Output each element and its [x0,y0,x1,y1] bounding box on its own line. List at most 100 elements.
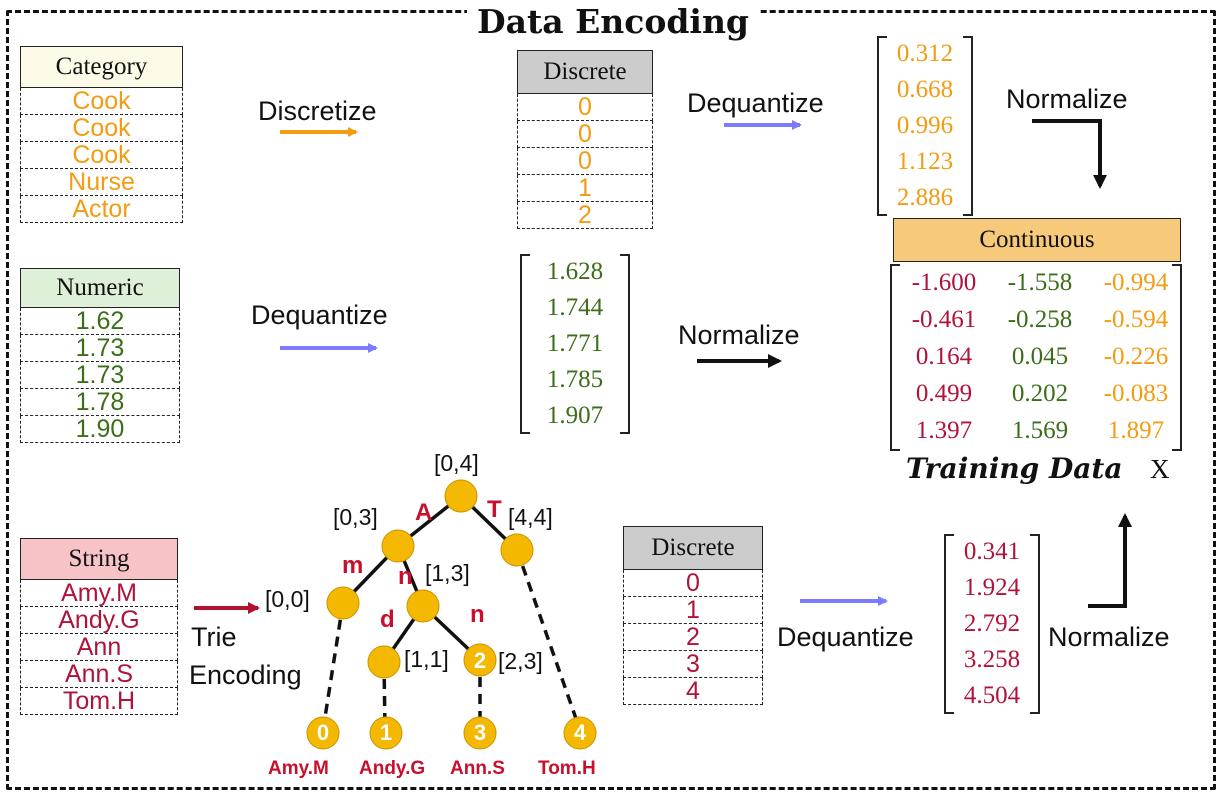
trie-node [381,529,415,563]
category-cell: Nurse [20,168,183,196]
normalize-mid-label: Normalize [678,320,800,350]
discrete-bottom-header: Discrete [623,526,763,570]
continuous-matrix: -1.600 -1.558 -0.994 -0.461 -0.258 -0.59… [890,264,1184,451]
string-cell: Andy.G [20,606,178,634]
diagram-title: Data Encoding [0,2,1226,41]
matrix-bracket-right [1172,264,1182,451]
trie-leaf-number: 4 [573,720,587,745]
vector-value: 0.996 [896,112,954,139]
normalize-bottom-arrow [1088,513,1132,608]
matrix-cell: -0.226 [1103,342,1169,370]
string-vector: 0.341 1.924 2.792 3.258 4.504 [944,534,1040,714]
trie-label-line2: Encoding [189,660,302,690]
trie-edge-label: n [470,601,485,628]
numeric-cell: 1.62 [20,307,180,335]
discrete-bottom-cell: 0 [623,569,763,597]
vector-value: 0.668 [896,76,954,103]
category-cell: Actor [20,195,183,223]
trie-leaf-node [369,716,403,750]
discrete-top-cell: 0 [517,147,653,175]
matrix-cell: -0.994 [1103,268,1169,296]
string-cell: Tom.H [20,687,178,715]
numeric-header: Numeric [20,268,180,308]
matrix-cell: 1.897 [1107,416,1165,444]
vector-value: 1.785 [546,366,604,393]
discrete-bottom-table: Discrete 0 1 2 3 4 [623,526,763,705]
trie-node [406,589,440,623]
discrete-top-header: Discrete [517,50,653,94]
trie-node [326,586,360,620]
string-header: String [20,538,178,580]
training-data-symbol: X [1150,454,1170,484]
matrix-cell: 0.499 [915,379,973,407]
matrix-cell: -1.558 [1007,268,1073,296]
category-vector: 0.312 0.668 0.996 1.123 2.886 [877,36,973,216]
numeric-cell: 1.90 [20,415,180,443]
trie-range: [0,0] [265,586,310,612]
discrete-top-cell: 0 [517,120,653,148]
trie-leaf-node [463,716,497,750]
normalize-top-arrow [1032,119,1107,189]
trie-range: [4,4] [508,504,553,530]
trie-edge-label: n [398,563,413,590]
continuous-header: Continuous [893,218,1181,262]
discrete-bottom-cell: 2 [623,623,763,651]
discrete-top-table: Discrete 0 0 0 1 2 [517,50,653,229]
trie-range-root: [0,4] [434,450,479,476]
vector-bracket-left [877,36,887,216]
discretize-label: Discretize [258,96,377,126]
trie-dashed-edge [515,549,582,731]
trie-leaf-number: 3 [473,720,487,745]
trie-leaf-number: 1 [379,720,393,745]
category-table: Category Cook Cook Cook Nurse Actor [20,46,183,223]
vector-value: 4.504 [963,682,1021,709]
trie-node-root [444,479,478,513]
discrete-top-cell: 2 [517,201,653,229]
discrete-bottom-cell: 1 [623,596,763,624]
numeric-cell: 1.73 [20,334,180,362]
numeric-table: Numeric 1.62 1.73 1.73 1.78 1.90 [20,268,180,443]
trie-node-number: 2 [473,648,487,673]
vector-value: 0.312 [896,40,954,67]
matrix-cell: -0.594 [1103,305,1169,333]
matrix-cell: 0.202 [1011,379,1069,407]
discrete-top-cell: 1 [517,174,653,202]
trie-edge-label: A [415,499,433,526]
vector-bracket-right [963,36,973,216]
vector-value: 2.792 [963,610,1021,637]
numeric-vector: 1.628 1.744 1.771 1.785 1.907 [520,254,630,434]
trie-range: [0,3] [333,504,378,530]
discrete-bottom-cell: 4 [623,677,763,705]
string-cell: Amy.M [20,579,178,607]
discrete-top-cell: 0 [517,93,653,121]
trie-node [500,533,534,567]
vector-bracket-left [944,534,954,714]
trie-leaf-name: Amy.M [268,758,329,779]
matrix-row: 1.397 1.569 1.897 [896,412,1184,449]
string-cell: Ann.S [20,660,178,688]
trie-range: [1,1] [404,646,449,672]
numeric-cell: 1.78 [20,388,180,416]
matrix-cell: -0.258 [1007,305,1073,333]
vector-value: 3.258 [963,646,1021,673]
normalize-top-label: Normalize [1006,84,1128,114]
matrix-bracket-left [890,264,900,451]
trie-range: [2,3] [498,648,543,674]
matrix-cell: 0.164 [915,342,973,370]
discrete-bottom-cell: 3 [623,650,763,678]
matrix-cell: -0.461 [911,305,977,333]
trie-leaf-name: Andy.G [359,758,426,779]
trie-label-line1: Trie [191,622,237,652]
string-table: String Amy.M Andy.G Ann Ann.S Tom.H [20,538,178,715]
normalize-bottom-label: Normalize [1048,622,1170,652]
trie-leaf-node [306,716,340,750]
vector-value: 1.123 [896,148,954,175]
numeric-cell: 1.73 [20,361,180,389]
matrix-row: 0.164 0.045 -0.226 [896,338,1184,375]
vector-value: 0.341 [963,538,1021,565]
vector-value: 1.771 [546,330,604,357]
dequantize-mid-label: Dequantize [251,300,388,330]
trie-node-2 [463,643,497,677]
dequantize-bottom-label: Dequantize [777,622,914,652]
